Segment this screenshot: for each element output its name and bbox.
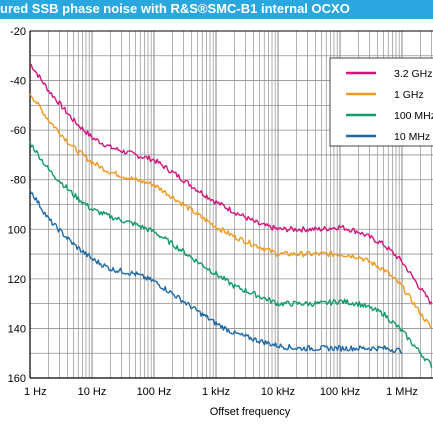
x-tick-label: 1 MHz [386,386,418,398]
y-tick-label: 160 [8,373,26,385]
legend-label-4: 10 MHz [394,131,430,143]
y-tick-label: 140 [8,323,26,335]
x-tick-label: 100 kHz [320,386,360,398]
y-tick-label: -20 [10,26,26,38]
legend-label-2: 1 GHz [394,89,424,101]
x-tick-label: 10 kHz [261,386,295,398]
x-tick-label: 10 Hz [78,386,107,398]
series-line-1 [29,62,433,305]
x-tick-label: 1 Hz [24,386,47,398]
x-axis-label: Offset frequency [210,406,291,418]
y-tick-label: -40 [10,76,26,88]
chart-title: ured SSB phase noise with R&S®SMC-B1 int… [0,1,350,16]
y-tick-label: -60 [10,125,26,137]
y-tick-label: 120 [8,274,26,286]
series-line-3 [29,141,433,369]
legend-label-3: 100 MHz [394,110,433,122]
series-line-4 [29,189,403,354]
y-tick-label: -80 [10,175,26,187]
y-tick-label: 100 [8,224,26,236]
legend: 3.2 GHz 1 GHz 100 MHz 10 MHz [329,57,433,147]
x-tick-label: 100 Hz [137,386,172,398]
chart-title-bar: ured SSB phase noise with R&S®SMC-B1 int… [0,0,433,19]
series-lines [29,62,433,369]
x-tick-label: 1 kHz [202,386,230,398]
legend-label-1: 3.2 GHz [394,68,433,80]
series-line-2 [29,93,433,329]
